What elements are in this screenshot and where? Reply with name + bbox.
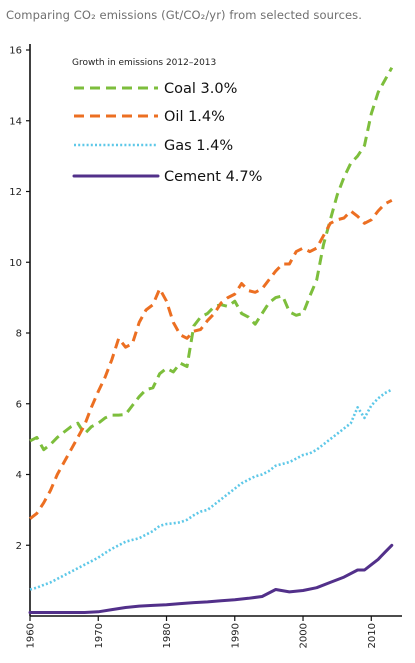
y-tick-label: 12 <box>9 187 22 198</box>
x-tick-label: 2000 <box>299 623 310 648</box>
x-tick-label: 1960 <box>26 623 37 648</box>
x-tick-label: 1990 <box>230 623 241 648</box>
x-tick-label: 1970 <box>94 623 105 648</box>
legend-label-oil: Oil 1.4% <box>164 109 225 125</box>
legend-label-cement: Cement 4.7% <box>164 169 262 185</box>
legend-label-gas: Gas 1.4% <box>164 138 233 154</box>
chart-axes: 2 4 6 8 10 12 14 16 1960 1970 1980 1990 2000 2010 <box>9 44 402 648</box>
chart-caption: Comparing CO₂ emissions (Gt/CO₂/yr) from… <box>6 8 363 22</box>
x-tick-label: 2010 <box>367 623 378 648</box>
y-tick-label: 16 <box>9 46 22 57</box>
series-line-coal <box>29 66 394 452</box>
y-tick-label: 6 <box>16 399 22 410</box>
x-tick-label: 1980 <box>162 623 173 648</box>
y-tick-label: 2 <box>16 541 22 552</box>
legend-title: Growth in emissions 2012–2013 <box>72 58 216 68</box>
y-tick-label: 8 <box>16 329 22 340</box>
series-line-oil <box>29 198 393 520</box>
y-tick-label: 10 <box>9 258 22 269</box>
chart-legend: Growth in emissions 2012–2013 Coal 3.0% Oi… <box>72 58 262 185</box>
y-tick-label: 14 <box>9 116 22 127</box>
series-line-gas <box>29 388 393 591</box>
legend-label-coal: Coal 3.0% <box>164 81 237 97</box>
y-tick-label: 4 <box>16 470 22 481</box>
series-line-cement <box>28 543 394 614</box>
chart-series-lines <box>28 66 394 614</box>
